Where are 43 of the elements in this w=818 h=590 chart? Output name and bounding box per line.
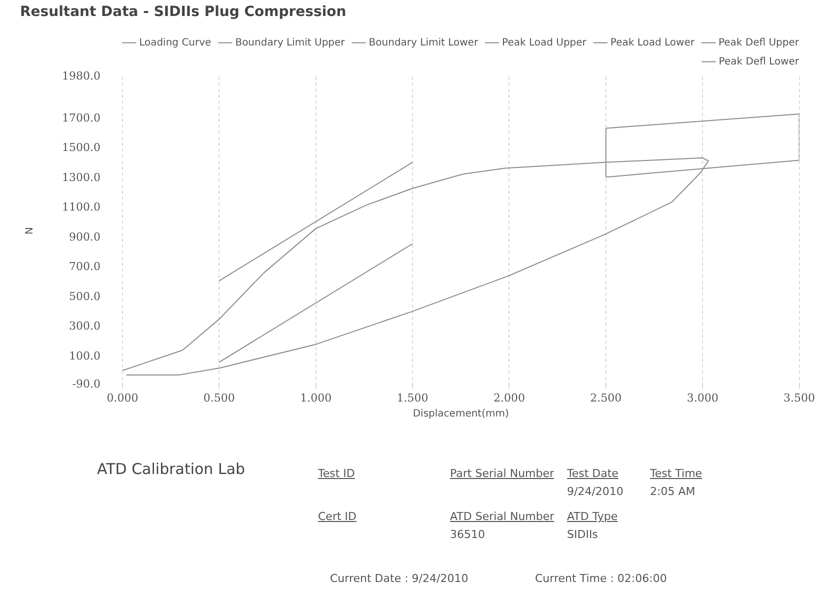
text: Test ID: [318, 467, 355, 480]
text: ATD Calibration Lab: [97, 460, 246, 478]
y-tick-label: 1500.0: [62, 141, 100, 154]
x-tick-label: 1.500: [396, 391, 428, 404]
text: ATD Type: [567, 510, 618, 523]
x-tick-label: 0.500: [203, 391, 235, 404]
text: Current Date : 9/24/2010: [330, 572, 468, 585]
text: ATD Serial Number: [450, 510, 554, 523]
text: 36510: [450, 528, 485, 541]
x-tick-label: 2.000: [493, 391, 525, 404]
legend-label: Boundary Limit Upper: [235, 37, 346, 48]
text: Test Time: [650, 467, 702, 480]
x-tick-label: 0.000: [106, 391, 138, 404]
text: SIDIIs: [567, 528, 598, 541]
text: Part Serial Number: [450, 467, 554, 480]
y-tick-label: 100.0: [68, 349, 100, 362]
text: 9/24/2010: [567, 485, 624, 498]
x-tick-label: 2.500: [590, 391, 622, 404]
text: Test Date: [567, 467, 618, 480]
legend-label: Loading Curve: [139, 37, 212, 48]
text: Current Time : 02:06:00: [535, 572, 667, 585]
legend-label: Peak Load Upper: [502, 37, 588, 48]
y-tick-label: 1300.0: [62, 170, 100, 184]
y-tick-label: 700.0: [68, 260, 100, 274]
x-tick-label: 3.000: [686, 391, 718, 404]
y-tick-label: 1980.0: [62, 70, 100, 83]
y-tick-label: 500.0: [68, 290, 100, 303]
y-axis-title: N: [24, 227, 36, 235]
legend-label: Peak Defl Lower: [718, 56, 800, 68]
y-tick-label: 300.0: [68, 320, 100, 333]
y-tick-label: 900.0: [68, 230, 100, 244]
legend-label: Peak Load Lower: [610, 37, 696, 48]
x-axis-title: Displacement(mm): [412, 408, 509, 420]
x-tick-label: 3.500: [784, 391, 816, 404]
legend-label: Peak Defl Upper: [718, 37, 800, 48]
y-tick-label: 1100.0: [62, 200, 100, 214]
y-tick-label: 1700.0: [62, 111, 100, 124]
y-tick-label: -90.0: [72, 378, 100, 391]
text: Cert ID: [318, 510, 356, 523]
legend-label: Boundary Limit Lower: [368, 37, 479, 48]
chart-title: Resultant Data - SIDIIs Plug Compression: [20, 4, 346, 20]
text: 2:05 AM: [650, 485, 696, 498]
x-tick-label: 1.000: [300, 391, 332, 404]
